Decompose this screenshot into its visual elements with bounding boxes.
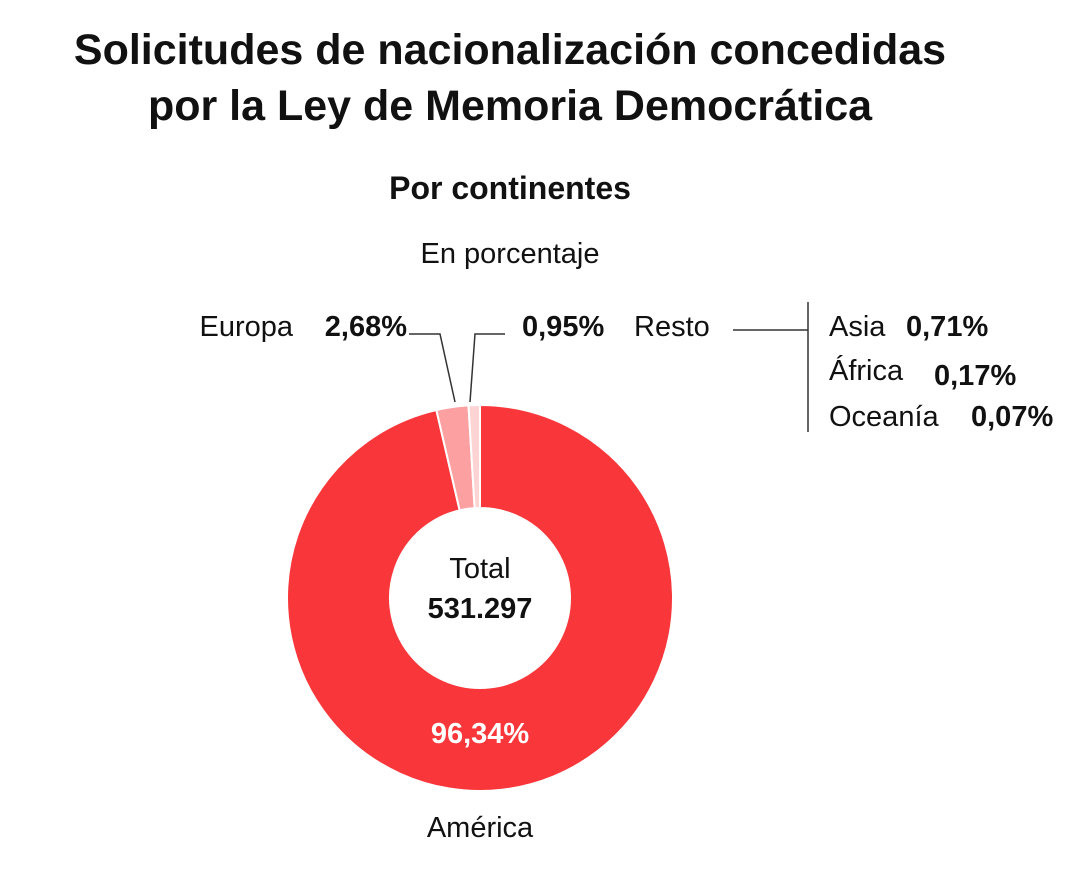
- center-total-label: Total: [449, 553, 510, 585]
- leader-line-europa: [409, 333, 456, 403]
- breakdown-value-oceania: 0,07%: [971, 401, 1053, 433]
- center-total-value: 531.297: [428, 593, 533, 625]
- donut-slice-resto: [467, 403, 481, 510]
- breakdown-name-oceania: Oceanía: [829, 401, 939, 433]
- breakdown-name-africa: África: [829, 354, 904, 387]
- chart-unit: En porcentaje: [420, 238, 600, 270]
- leader-line-resto: [469, 333, 505, 403]
- slice-label-resto: 0,95%: [522, 311, 604, 343]
- chart-subtitle: Por continentes: [389, 170, 631, 206]
- slice-label-america: 96,34%: [431, 718, 530, 750]
- breakdown-value-africa: 0,17%: [934, 360, 1016, 392]
- slice-label-europa: 2,68%: [325, 311, 407, 343]
- slice-name-resto: Resto: [634, 311, 710, 343]
- slice-name-europa: Europa: [199, 311, 293, 343]
- chart-title-line-1: Solicitudes de nacionalización concedida…: [73, 26, 947, 74]
- slice-name-america: América: [427, 812, 534, 844]
- chart-title-line-2: por la Ley de Memoria Democrática: [147, 82, 873, 130]
- donut-slices: [286, 403, 674, 792]
- breakdown-value-asia: 0,71%: [906, 311, 988, 343]
- donut-slice-america: [286, 403, 674, 792]
- breakdown-name-asia: Asia: [829, 311, 886, 343]
- chart-title: Solicitudes de nacionalización concedida…: [0, 22, 1020, 134]
